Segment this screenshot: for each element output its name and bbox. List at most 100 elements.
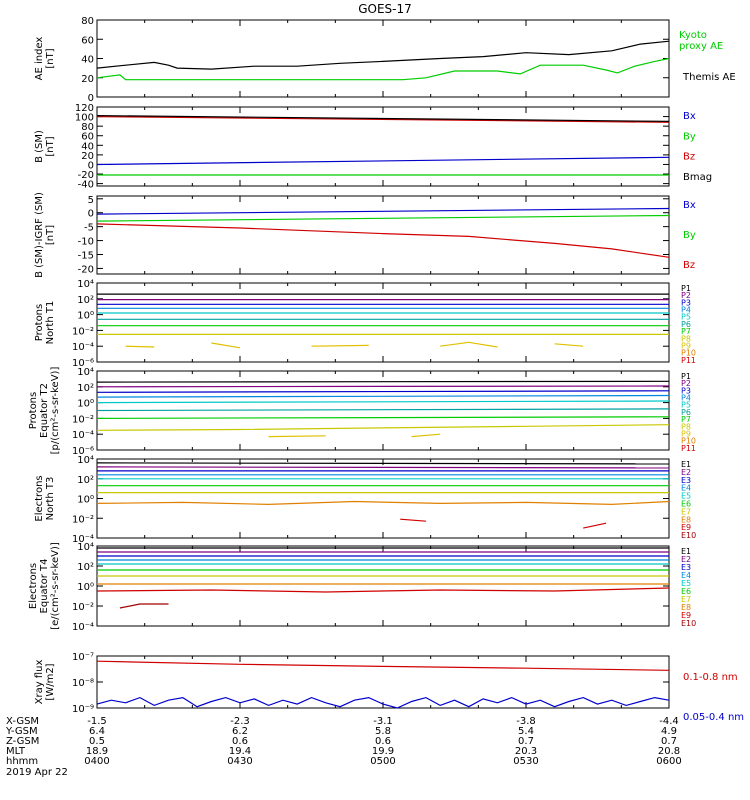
series-line-bz [96, 223, 670, 258]
y-axis-label-line: [nT] [45, 48, 56, 68]
y-axis-label-line: Electrons [28, 563, 39, 609]
footer-row-label: MLT [6, 746, 26, 757]
footer-row-label: hhmm [6, 756, 38, 767]
y-axis-label-line: AE index [34, 37, 45, 81]
y-tick-label: 10⁰ [77, 399, 94, 410]
y-axis-label-line: [W/m2] [45, 663, 56, 700]
series-line-p2 [96, 385, 670, 388]
series-line-e9 [96, 587, 670, 593]
legend-label: E1 [681, 547, 691, 556]
series-line-kyoto-proxy-ae [96, 57, 670, 81]
y-axis-label: B (SM)[nT] [34, 130, 56, 163]
y-tick-label: -40 [78, 180, 94, 191]
legend-label: E8 [681, 515, 691, 524]
y-axis-label-line: Protons [34, 304, 45, 341]
footer-value: -4.4 [659, 716, 679, 727]
legend-label: E1 [681, 460, 691, 469]
legend-label: E4 [681, 484, 691, 493]
y-tick-label: 10⁻² [72, 602, 94, 613]
legend-label: E5 [681, 579, 691, 588]
footer-value: 4.9 [661, 726, 677, 737]
footer-value: 0500 [370, 756, 395, 767]
footer-value: -3.1 [373, 716, 393, 727]
y-tick-label: 20 [81, 74, 94, 85]
legend-label: P1 [681, 372, 691, 381]
panel-frame [96, 19, 670, 98]
footer-value: 0.6 [232, 736, 248, 747]
legend-label: P9 [681, 341, 691, 350]
y-tick-label: 20 [81, 151, 94, 162]
series-line-e9 [400, 518, 607, 529]
y-tick-label: 10⁻⁶ [72, 446, 94, 457]
legend: 0.1-0.8 nm 0.05-0.4 nm [683, 672, 744, 723]
legend: Bx By Bz [683, 200, 696, 271]
footer-value: 0.5 [89, 736, 105, 747]
panel-bigrf: -20 -15 -10 -5 0 5 B (SM)-IGRF (SM)[nT] Bx By Bz [34, 192, 696, 278]
legend-label: By [683, 131, 696, 142]
legend-label: P11 [681, 444, 696, 453]
y-axis-label: AE index[nT] [34, 37, 56, 81]
y-tick-label: 80 [81, 122, 94, 133]
y-tick-label: 10⁻⁴ [72, 622, 94, 633]
footer-value: 6.4 [89, 726, 105, 737]
legend-label: E3 [681, 563, 691, 572]
legend-label: P4 [681, 394, 691, 403]
y-tick-label: -15 [78, 251, 94, 262]
legend-label: P10 [681, 437, 696, 446]
footer-value: 20.8 [658, 746, 680, 757]
y-tick-label: 10⁻⁸ [72, 678, 94, 689]
legend-label: proxy AE [679, 41, 723, 52]
y-axis-label-line: North T1 [45, 301, 56, 345]
panel-xray: 10⁻⁹ 10⁻⁸ 10⁻⁷ Xray flux[W/m2] 0.1-0.8 nm 0.0… [34, 652, 744, 723]
legend-label: 0.1-0.8 nm [683, 672, 738, 683]
series-line-0-1-0-8-nm [96, 660, 670, 671]
footer-value: 19.9 [372, 746, 394, 757]
y-tick-label: 10⁴ [77, 542, 94, 553]
footer-value: 18.9 [86, 746, 108, 757]
y-tick-label: 10⁻⁴ [72, 342, 94, 353]
series-line-p3 [96, 390, 670, 393]
y-tick-label: -5 [84, 223, 94, 234]
legend-label: Bx [683, 111, 696, 122]
y-tick-label: 10⁴ [77, 455, 94, 466]
series-line-bx [96, 156, 670, 166]
y-tick-label: 120 [75, 103, 94, 114]
legend-label: Themis AE [682, 72, 736, 83]
y-axis-label-line: North T3 [45, 477, 56, 521]
footer-value: 0530 [513, 756, 538, 767]
orbit-footer: X-GSM -1.5 -2.3 -3.1 -3.8 -4.4 Y-GSM 6.4 6.2 5.8 5… [5, 716, 682, 778]
footer-value: 0400 [84, 756, 109, 767]
series-line-bmag [96, 115, 670, 122]
legend-label: E10 [681, 619, 696, 628]
footer-value: 5.4 [518, 726, 534, 737]
footer-value: 20.3 [515, 746, 537, 757]
y-tick-label: 40 [81, 55, 94, 66]
y-tick-label: 5 [88, 195, 94, 206]
panel-p_t1: 10⁻⁶ 10⁻⁴ 10⁻² 10⁰ 10² 10⁴ ProtonsNorth T1 P1P2… [34, 279, 696, 369]
y-tick-label: 10⁻² [72, 414, 94, 425]
legend-label: E2 [681, 468, 691, 477]
y-tick-label: 10² [77, 562, 94, 573]
legend-label: Bx [683, 200, 696, 211]
series-line-by [96, 214, 670, 222]
footer-value: 6.2 [232, 726, 248, 737]
y-tick-label: 0 [88, 93, 94, 104]
y-axis-label-line: [nT] [45, 225, 56, 245]
y-axis-label: B (SM)-IGRF (SM)[nT] [34, 192, 56, 278]
y-axis-label-line: Equator T2 [39, 383, 50, 438]
legend-label: P10 [681, 349, 696, 358]
footer-value: 5.8 [375, 726, 391, 737]
y-axis-label-line: B (SM)-IGRF (SM) [34, 192, 45, 278]
y-axis-label: ElectronsNorth T3 [34, 475, 56, 521]
series-line-e2 [96, 466, 670, 469]
plot-title: GOES-17 [358, 2, 412, 16]
footer-value: -1.5 [87, 716, 107, 727]
legend-label: P6 [681, 320, 691, 329]
y-tick-label: 10² [77, 383, 94, 394]
